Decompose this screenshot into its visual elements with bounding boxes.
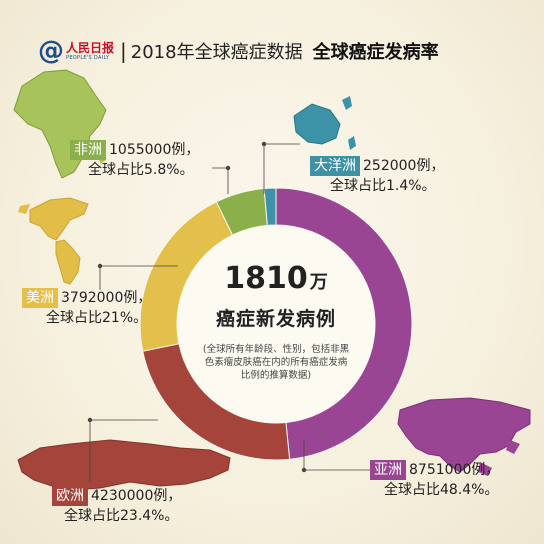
label-oceania: 大洋洲 252000例， 全球占比1.4%。 xyxy=(310,156,444,196)
logo-at-icon: @ xyxy=(38,36,64,66)
america-map-icon xyxy=(18,197,89,285)
leader-line-africa xyxy=(212,167,229,194)
donut-center: 1810 万 癌症新发病例 (全球所有年龄段、性别，包括非黑色素瘤皮肤癌在内的所有… xyxy=(176,262,376,382)
count-america: 3792000例， xyxy=(61,290,152,306)
label-asia: 亚洲 8751000例， 全球占比48.4%。 xyxy=(370,460,499,500)
logo-en-text: PEOPLE'S DAILY xyxy=(66,54,110,61)
oceania-map-icon xyxy=(293,96,356,150)
region-tag-asia: 亚洲 xyxy=(370,460,406,480)
count-asia: 8751000例， xyxy=(409,462,500,478)
chart-title: 全球癌症发病率 xyxy=(312,42,439,63)
label-africa: 非洲 1055000例， 全球占比5.8%。 xyxy=(70,140,199,180)
header-separator: | xyxy=(120,39,127,63)
share-america: 全球占比21%。 xyxy=(46,310,148,326)
region-tag-africa: 非洲 xyxy=(70,140,106,160)
center-unit: 万 xyxy=(309,272,328,293)
label-america: 美洲 3792000例， 全球占比21%。 xyxy=(22,288,151,328)
share-africa: 全球占比5.8%。 xyxy=(88,162,194,178)
region-tag-america: 美洲 xyxy=(22,288,58,308)
center-note: (全球所有年龄段、性别，包括非黑色素瘤皮肤癌在内的所有癌症发病比例的推算数据) xyxy=(202,344,350,381)
europe-map-icon xyxy=(17,439,231,491)
center-label: 癌症新发病例 xyxy=(215,308,336,330)
count-africa: 1055000例， xyxy=(109,142,200,158)
peoples-daily-logo: @ 人民日报 PEOPLE'S DAILY xyxy=(38,38,114,64)
center-number: 1810 xyxy=(224,261,308,296)
asia-map-icon xyxy=(397,397,531,476)
logo-text: 人民日报 xyxy=(66,40,115,55)
leader-dots xyxy=(87,141,307,473)
header-title: 2018年全球癌症数据 xyxy=(130,42,303,63)
donut-hole xyxy=(177,225,375,423)
label-europe: 欧洲 4230000例， 全球占比23.4%。 xyxy=(52,486,181,526)
leader-line-oceania xyxy=(263,143,300,194)
share-oceania: 全球占比1.4%。 xyxy=(330,178,436,194)
share-asia: 全球占比48.4%。 xyxy=(384,482,499,498)
count-oceania: 252000例， xyxy=(363,158,445,174)
region-tag-europe: 欧洲 xyxy=(52,486,88,506)
header: @ 人民日报 PEOPLE'S DAILY | 2018年全球癌症数据 全球癌症… xyxy=(38,34,439,68)
region-tag-oceania: 大洋洲 xyxy=(310,156,360,176)
count-europe: 4230000例， xyxy=(91,488,182,504)
share-europe: 全球占比23.4%。 xyxy=(64,508,179,524)
